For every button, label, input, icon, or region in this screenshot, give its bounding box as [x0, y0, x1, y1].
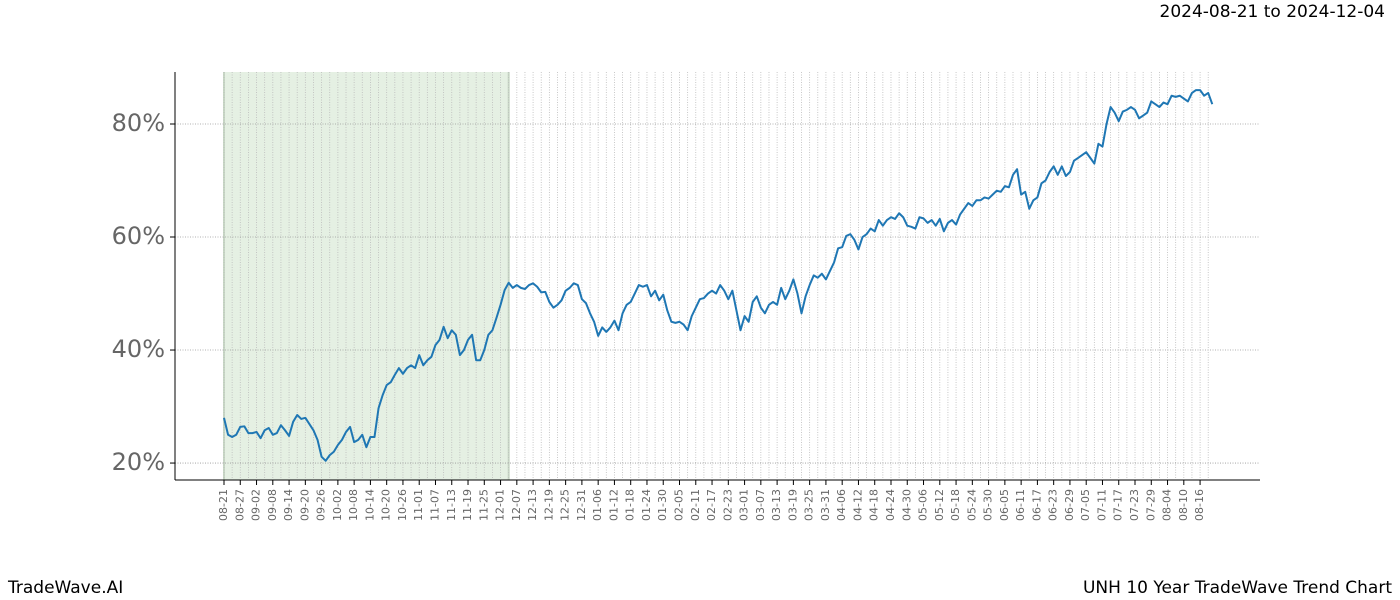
chart-title: 2024-08-21 to 2024-12-04 [1160, 2, 1385, 22]
x-tick-label: 12-31 [575, 489, 588, 521]
x-tick-label: 08-27 [233, 489, 246, 521]
x-tick-label: 01-06 [591, 489, 604, 521]
x-tick-label: 02-05 [673, 489, 686, 521]
x-tick-label: 03-13 [770, 489, 783, 521]
x-tick-label: 07-11 [1095, 489, 1108, 521]
x-tick-label: 12-13 [526, 489, 539, 521]
x-tick-label: 07-17 [1112, 489, 1125, 521]
x-tick-label: 05-12 [933, 489, 946, 521]
x-tick-label: 11-25 [477, 489, 490, 521]
x-tick-label: 03-19 [786, 489, 799, 521]
x-tick-label: 03-25 [803, 489, 816, 521]
x-tick-label: 07-29 [1144, 489, 1157, 521]
x-tick-label: 10-20 [380, 489, 393, 521]
x-tick-label: 02-17 [705, 489, 718, 521]
x-tick-label: 07-23 [1128, 489, 1141, 521]
y-tick-label: 60% [112, 222, 165, 250]
x-tick-label: 03-07 [754, 489, 767, 521]
x-tick-label: 05-30 [982, 489, 995, 521]
x-tick-label: 03-31 [819, 489, 832, 521]
x-tick-label: 11-19 [461, 489, 474, 521]
x-tick-label: 12-07 [510, 489, 523, 521]
x-tick-label: 10-14 [363, 489, 376, 521]
x-tick-label: 04-12 [851, 489, 864, 521]
x-tick-label: 04-30 [900, 489, 913, 521]
x-tick-label: 05-24 [965, 489, 978, 521]
footer-right: UNH 10 Year TradeWave Trend Chart [1083, 578, 1392, 598]
x-tick-label: 03-01 [738, 489, 751, 521]
x-tick-label: 11-07 [428, 489, 441, 521]
x-tick-label: 09-08 [266, 489, 279, 521]
x-tick-label: 06-11 [1014, 489, 1027, 521]
x-tick-label: 08-04 [1161, 489, 1174, 521]
x-tick-label: 06-23 [1047, 489, 1060, 521]
x-tick-label: 11-13 [445, 489, 458, 521]
x-tick-label: 06-05 [998, 489, 1011, 521]
x-tick-label: 08-16 [1193, 489, 1206, 521]
x-tick-label: 07-05 [1079, 489, 1092, 521]
x-tick-label: 06-17 [1030, 489, 1043, 521]
x-tick-label: 01-18 [624, 489, 637, 521]
x-tick-label: 01-12 [607, 489, 620, 521]
x-tick-label: 01-24 [640, 489, 653, 521]
footer-left: TradeWave.AI [7, 578, 123, 598]
series-line [223, 89, 1214, 462]
x-tick-label: 09-20 [298, 489, 311, 521]
x-tick-label: 08-10 [1177, 489, 1190, 521]
y-tick-label: 40% [112, 335, 165, 363]
x-tick-label: 04-06 [835, 489, 848, 521]
x-tick-label: 10-26 [396, 489, 409, 521]
x-tick-label: 02-11 [689, 489, 702, 521]
x-tick-label: 09-26 [315, 489, 328, 521]
x-tick-label: 04-24 [884, 489, 897, 521]
x-tick-label: 04-18 [868, 489, 881, 521]
x-tick-label: 11-01 [412, 489, 425, 521]
y-tick-label: 20% [112, 448, 165, 476]
x-tick-label: 09-14 [282, 489, 295, 521]
x-tick-label: 05-06 [917, 489, 930, 521]
x-tick-label: 09-02 [250, 489, 263, 521]
shaded-range [224, 72, 509, 480]
x-tick-label: 05-18 [949, 489, 962, 521]
x-tick-label: 01-30 [656, 489, 669, 521]
x-tick-label: 02-23 [721, 489, 734, 521]
x-tick-label: 10-02 [331, 489, 344, 521]
x-tick-label: 08-21 [217, 489, 230, 521]
x-tick-label: 06-29 [1063, 489, 1076, 521]
x-tick-label: 12-25 [559, 489, 572, 521]
x-tick-label: 12-01 [494, 489, 507, 521]
x-tick-label: 12-19 [542, 489, 555, 521]
x-tick-label: 10-08 [347, 489, 360, 521]
y-tick-label: 80% [112, 109, 165, 137]
